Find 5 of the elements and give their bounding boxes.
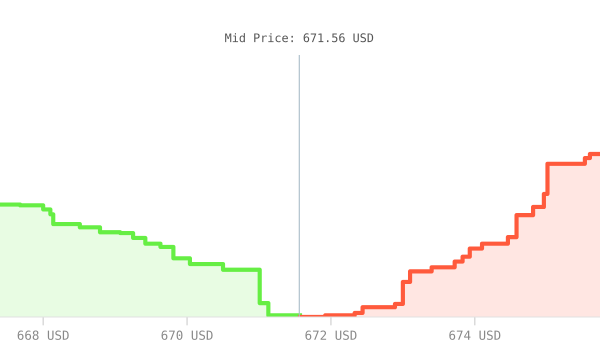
x-tick-label: 670 USD [162,330,213,340]
ref-line-label: Mid Price: 671.56 USD [225,33,374,42]
x-tick-label: 668 USD [18,330,69,340]
x-tick-label: 674 USD [449,330,500,340]
x-tick-label: 672 USD [305,330,356,340]
